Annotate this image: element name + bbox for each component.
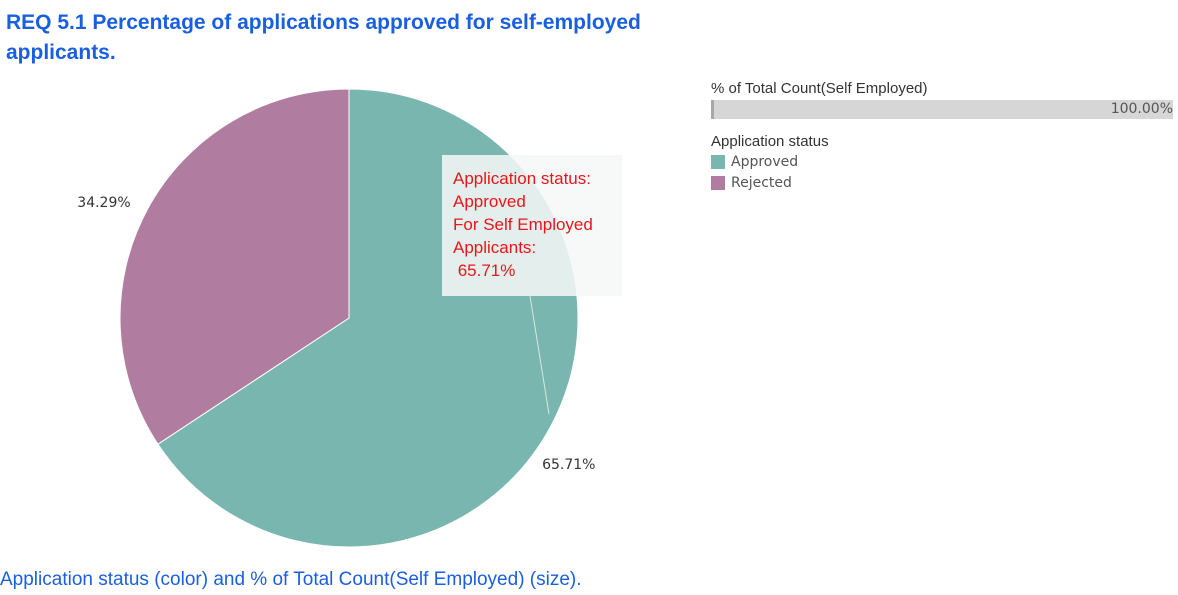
- size-legend-title: % of Total Count(Self Employed): [711, 80, 928, 97]
- size-legend-bar: 100.00%: [711, 100, 1173, 119]
- slice-label-rejected: 34.29%: [77, 195, 130, 211]
- chart-title: REQ 5.1 Percentage of applications appro…: [6, 11, 641, 64]
- annotation-line: For Self Employed: [453, 215, 593, 234]
- pie-slice-rejected[interactable]: [119, 88, 350, 445]
- legend-item-rejected[interactable]: Rejected: [711, 172, 1173, 193]
- annotation-box: Application status: Approved For Self Em…: [442, 155, 622, 296]
- approved-swatch: [711, 154, 725, 169]
- size-legend-tick: [711, 100, 714, 119]
- annotation-line: Applicants:: [453, 238, 537, 257]
- annotation-leader-line: [529, 295, 550, 415]
- annotation-line: Approved: [453, 192, 526, 211]
- size-legend-value: 100.00%: [1110, 101, 1173, 117]
- slice-label-approved: 65.71%: [542, 457, 595, 473]
- annotation-line: Application status:: [453, 169, 591, 188]
- legend-label: Approved: [731, 153, 799, 170]
- legend: % of Total Count(Self Employed) 100.00% …: [711, 80, 1173, 193]
- chart-caption: Application status (color) and % of Tota…: [0, 569, 582, 590]
- legend-label: Rejected: [731, 174, 792, 191]
- legend-item-approved[interactable]: Approved: [711, 151, 1173, 172]
- annotation-line: 65.71%: [453, 261, 516, 280]
- color-legend-title: Application status: [711, 133, 829, 150]
- rejected-swatch: [711, 175, 725, 190]
